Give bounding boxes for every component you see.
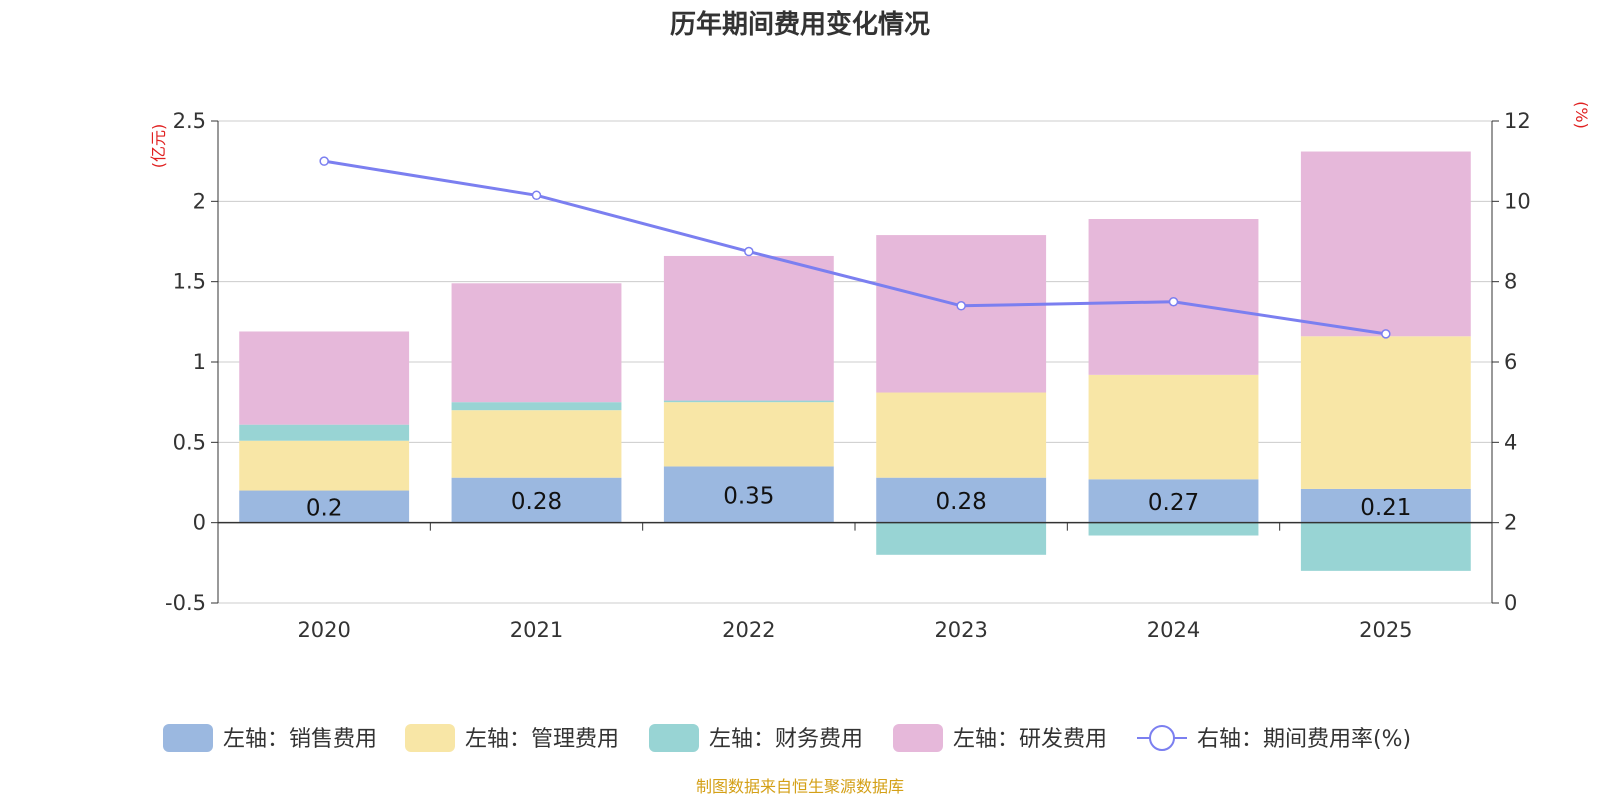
y-tick-label: 2 [193, 189, 206, 213]
data-label: 0.27 [1148, 490, 1199, 516]
legend-label: 左轴：财务费用 [709, 727, 863, 752]
rate-point [319, 156, 329, 166]
rate-point [1381, 329, 1391, 339]
x-tick-label: 2020 [297, 618, 350, 642]
legend-item: 左轴：销售费用 [163, 724, 377, 752]
bar [451, 283, 622, 403]
rate-line [323, 159, 1387, 336]
data-labels: 0.2 0.28 0.35 0.28 0.27 0.21 [306, 484, 1412, 522]
legend-swatch [893, 724, 943, 752]
data-label: 0.35 [723, 484, 774, 510]
y-tick-label: 1.5 [173, 270, 206, 294]
legend-label: 右轴：期间费用率(%) [1197, 727, 1411, 752]
legend-label: 左轴：研发费用 [953, 727, 1107, 752]
legend-label: 左轴：销售费用 [223, 727, 377, 752]
y2-tick-label: 6 [1504, 350, 1517, 374]
rate-point [1168, 297, 1179, 307]
chart-title: 历年期间费用变化情况 [670, 9, 930, 40]
y-tick-label: 0 [193, 511, 206, 535]
legend-item: 左轴：研发费用 [893, 724, 1107, 752]
bar [1088, 374, 1259, 480]
y2-tick-label: 12 [1504, 109, 1531, 133]
y2-tick-label: 4 [1504, 430, 1517, 454]
y-tick-label: -0.5 [165, 591, 206, 615]
bar [1088, 219, 1259, 375]
y-tick-label: 0.5 [173, 430, 206, 454]
y2-tick-label: 10 [1504, 189, 1531, 213]
bar [239, 440, 410, 491]
bar [239, 490, 410, 523]
bar [1088, 479, 1259, 523]
right-axis-unit: (%) [1572, 101, 1591, 129]
y2-tick-label: 8 [1504, 270, 1517, 294]
y-tick-label: 1 [193, 350, 206, 374]
data-label: 0.21 [1360, 495, 1411, 521]
legend-swatch [163, 724, 213, 752]
legend: 左轴：销售费用 左轴：管理费用 左轴：财务费用 左轴：研发费用 右轴：期间费用率(%) [163, 724, 1411, 752]
bar [451, 402, 622, 411]
y-tick-label: 2.5 [173, 109, 206, 133]
legend-swatch [649, 724, 699, 752]
bar-series [239, 151, 1471, 571]
bar [1300, 488, 1471, 523]
x-tick-label: 2021 [510, 618, 563, 642]
rate-line-series [319, 156, 1391, 339]
data-label: 0.2 [306, 496, 343, 522]
bar [1300, 336, 1471, 489]
legend-item: 左轴：管理费用 [405, 724, 619, 752]
bar [1088, 522, 1259, 536]
bar [239, 424, 410, 441]
legend-label: 左轴：管理费用 [465, 727, 619, 752]
bar [663, 402, 834, 467]
y2-tick-label: 2 [1504, 511, 1517, 535]
x-tick-label: 2024 [1147, 618, 1200, 642]
bar [663, 400, 834, 403]
rate-point [531, 190, 542, 201]
bar [1300, 522, 1471, 571]
left-axis-unit: (亿元) [149, 124, 168, 169]
bar [876, 392, 1047, 478]
data-label: 0.28 [511, 489, 562, 515]
bar [876, 522, 1047, 555]
x-tick-label: 2022 [722, 618, 775, 642]
bar [239, 331, 410, 425]
source-note: 制图数据来自恒生聚源数据库 [696, 777, 904, 796]
legend-marker-icon [1149, 725, 1175, 751]
legend-item: 左轴：财务费用 [649, 724, 863, 752]
bar [663, 255, 834, 401]
bar [663, 466, 834, 523]
legend-item: 右轴：期间费用率(%) [1137, 725, 1411, 752]
bar [876, 235, 1047, 393]
rate-point [956, 301, 966, 311]
bar [1300, 151, 1471, 337]
x-tick-label: 2025 [1359, 618, 1412, 642]
rate-point [744, 246, 754, 257]
data-label: 0.28 [936, 489, 987, 515]
y2-tick-label: 0 [1504, 591, 1517, 615]
legend-swatch [405, 724, 455, 752]
bar [451, 477, 622, 523]
bar [451, 410, 622, 478]
x-tick-label: 2023 [934, 618, 987, 642]
bar [876, 477, 1047, 523]
